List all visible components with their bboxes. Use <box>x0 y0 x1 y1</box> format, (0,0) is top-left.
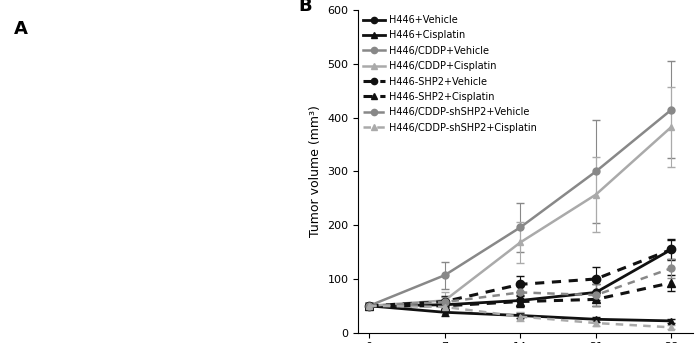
Legend: H446+Vehicle, H446+Cisplatin, H446/CDDP+Vehicle, H446/CDDP+Cisplatin, H446-SHP2+: H446+Vehicle, H446+Cisplatin, H446/CDDP+… <box>361 13 538 134</box>
Text: B: B <box>298 0 312 15</box>
Y-axis label: Tumor volume (mm³): Tumor volume (mm³) <box>309 106 322 237</box>
Text: A: A <box>14 20 27 38</box>
